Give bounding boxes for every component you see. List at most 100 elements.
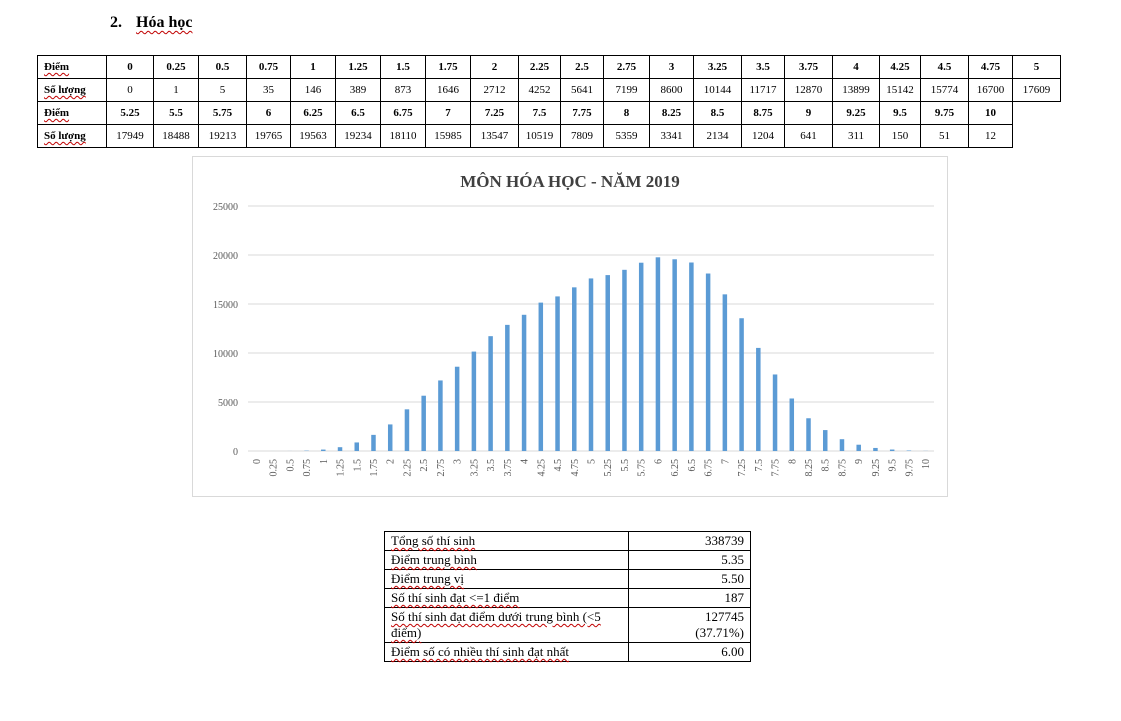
count-cell: 51 (920, 124, 969, 148)
count-cell: 7809 (560, 124, 604, 148)
stat-label: Số thí sinh đạt điểm dưới trung bình (<5… (384, 607, 629, 643)
point-cell: 0 (106, 55, 154, 79)
count-cell: 19234 (335, 124, 381, 148)
bar-1.25 (337, 447, 343, 451)
y-tick-label: 15000 (213, 300, 238, 311)
bar-7.25 (739, 318, 744, 451)
x-tick-label: 0 (252, 459, 263, 464)
bar-6.5 (689, 262, 694, 451)
count-cell: 15774 (920, 78, 969, 102)
bar-1 (321, 449, 326, 451)
x-tick-label: 7 (720, 459, 731, 464)
table-row-points-2: Điểm 5.25 5.5 5.75 6 6.25 6.5 6.75 7 7.25 7.5 7.75… (37, 101, 1061, 125)
x-tick-label: 5.5 (620, 459, 631, 472)
stat-value: 187 (628, 588, 751, 608)
count-cell: 12 (968, 124, 1013, 148)
x-tick-label: 9.25 (871, 459, 882, 477)
x-tick-label: 7.5 (754, 459, 765, 472)
count-cell: 35 (246, 78, 291, 102)
point-cell: 8.5 (693, 101, 742, 125)
point-cell: 8.25 (649, 101, 694, 125)
bar-5 (588, 278, 594, 451)
y-tick-label: 25000 (213, 202, 238, 213)
point-cell: 1.25 (335, 55, 381, 79)
y-tick-label: 0 (233, 447, 238, 458)
count-cell: 5 (198, 78, 247, 102)
count-cell: 7199 (603, 78, 650, 102)
point-cell: 7.25 (470, 101, 519, 125)
count-cell: 150 (879, 124, 921, 148)
x-tick-label: 4 (520, 459, 531, 464)
bar-1.75 (371, 434, 376, 451)
bar-6 (655, 257, 661, 451)
x-tick-label: 2 (386, 459, 397, 464)
empty-cell (1013, 125, 1061, 148)
count-cell: 311 (832, 124, 880, 148)
section-number: 2. (110, 14, 122, 31)
x-tick-label: 2.5 (419, 459, 430, 472)
x-tick-label: 9 (854, 459, 865, 464)
x-tick-label: 5 (587, 459, 598, 464)
point-cell: 9.75 (920, 101, 969, 125)
bar-8.25 (806, 418, 811, 451)
count-cell: 1204 (741, 124, 785, 148)
count-cell: 10519 (518, 124, 561, 148)
point-cell: 7.5 (518, 101, 561, 125)
table-row-counts-2: Số lượng 17949 18488 19213 19765 19563 19234 1… (37, 124, 1061, 148)
point-cell: 2.25 (518, 55, 561, 79)
point-cell: 5 (1012, 55, 1061, 79)
x-tick-label: 8 (787, 459, 798, 464)
count-cell: 2712 (470, 78, 519, 102)
row-header: Số lượng (37, 124, 107, 148)
x-tick-label: 3.75 (503, 459, 514, 477)
point-cell: 1 (290, 55, 336, 79)
point-cell: 6.75 (380, 101, 426, 125)
bar-9.25 (873, 447, 878, 451)
table-row-points-1: Điểm 0 0.25 0.5 0.75 1 1.25 1.5 1.75 2 2.25 2.5 2.7… (37, 55, 1061, 79)
stat-label: Tổng số thí sinh (384, 531, 629, 551)
point-cell: 9.25 (832, 101, 880, 125)
count-cell: 1 (153, 78, 199, 102)
x-tick-label: 4.75 (570, 459, 581, 477)
x-tick-label: 4.5 (553, 459, 564, 472)
point-cell: 0.25 (153, 55, 199, 79)
count-cell: 19765 (246, 124, 291, 148)
x-tick-label: 10 (921, 459, 932, 469)
histogram-chart: MÔN HÓA HỌC - NĂM 2019 0 5000 10000 15000 20… (192, 156, 948, 497)
count-cell: 19563 (290, 124, 336, 148)
stats-row: Điểm trung vị 5.50 (384, 569, 751, 589)
stat-label: Điểm trung vị (384, 569, 629, 589)
bar-8.5 (822, 430, 828, 451)
bar-7.75 (772, 374, 778, 451)
count-cell: 0 (106, 78, 154, 102)
section-title: Hóa học (136, 14, 193, 31)
bar-4.25 (538, 302, 544, 451)
row-header: Điểm (37, 101, 107, 125)
bar-2 (387, 424, 393, 451)
count-cell: 1646 (425, 78, 471, 102)
count-cell: 11717 (741, 78, 785, 102)
row-header: Điểm (37, 55, 107, 79)
count-cell: 389 (335, 78, 381, 102)
x-tick-label: 6.25 (670, 459, 681, 477)
x-tick-label: 1.75 (369, 459, 380, 477)
point-cell: 7 (425, 101, 471, 125)
bar-9.5 (889, 449, 895, 451)
point-cell: 3.75 (784, 55, 833, 79)
point-cell: 0.5 (198, 55, 247, 79)
statistics-table: Tổng số thí sinh 338739 Điểm trung bình 5.3… (384, 531, 751, 662)
bar-7.5 (756, 347, 761, 451)
point-cell: 9 (784, 101, 833, 125)
stat-value: 5.35 (628, 550, 751, 570)
point-cell: 6 (246, 101, 291, 125)
point-cell: 4.75 (968, 55, 1013, 79)
x-tick-label: 2.25 (402, 459, 413, 477)
point-cell: 1.75 (425, 55, 471, 79)
count-cell: 18488 (153, 124, 199, 148)
count-cell: 16700 (968, 78, 1013, 102)
x-tick-label: 6.75 (704, 459, 715, 477)
x-tick-label: 7.75 (771, 459, 782, 477)
x-tick-label: 3 (453, 459, 464, 464)
x-tick-label: 3.25 (469, 459, 480, 477)
x-tick-label: 5.25 (603, 459, 614, 477)
